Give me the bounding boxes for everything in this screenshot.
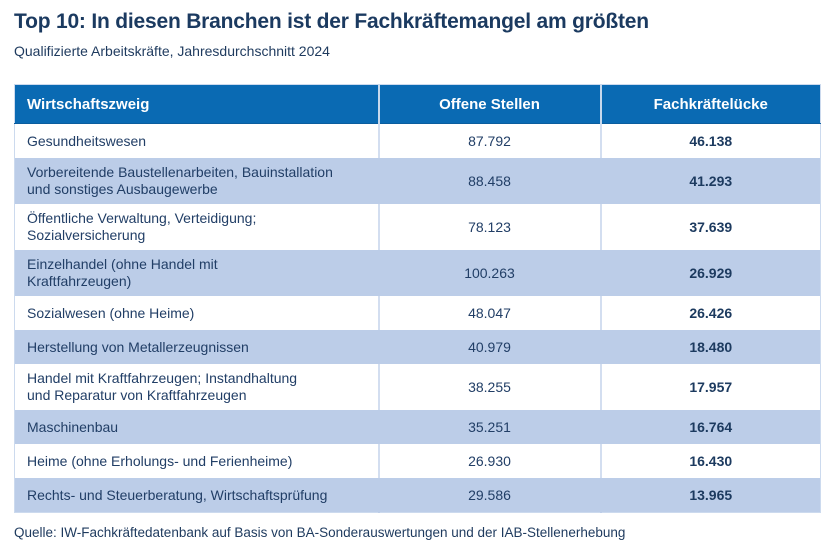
table-header: Wirtschaftszweig Offene Stellen Fachkräf… <box>14 84 821 124</box>
table-row: Maschinenbau 35.251 16.764 <box>14 410 821 444</box>
open-positions-cell: 78.123 <box>377 204 601 250</box>
table-row: Handel mit Kraftfahrzeugen; Instandhaltu… <box>14 364 821 410</box>
column-header-gap: Fachkräftelücke <box>599 84 821 124</box>
sector-cell: Handel mit Kraftfahrzeugen; Instandhaltu… <box>14 364 379 410</box>
table-body: Gesundheitswesen 87.792 46.138 Vorbereit… <box>14 123 821 513</box>
sector-cell: Rechts- und Steuerberatung, Wirtschaftsp… <box>14 478 379 513</box>
column-header-open-positions: Offene Stellen <box>377 84 601 124</box>
gap-cell: 26.929 <box>599 250 821 296</box>
shortage-table: Wirtschaftszweig Offene Stellen Fachkräf… <box>14 84 821 513</box>
table-row: Sozialwesen (ohne Heime) 48.047 26.426 <box>14 296 821 330</box>
sector-cell: Öffentliche Verwaltung, Verteidigung; So… <box>14 204 379 250</box>
open-positions-cell: 35.251 <box>377 410 601 444</box>
sector-cell: Maschinenbau <box>14 410 379 444</box>
sector-cell: Sozialwesen (ohne Heime) <box>14 296 379 330</box>
gap-cell: 37.639 <box>599 204 821 250</box>
table-row: Einzelhandel (ohne Handel mit Kraftfahrz… <box>14 250 821 296</box>
page-title: Top 10: In diesen Branchen ist der Fachk… <box>14 10 649 33</box>
open-positions-cell: 38.255 <box>377 364 601 410</box>
table-header-row: Wirtschaftszweig Offene Stellen Fachkräf… <box>14 84 821 124</box>
open-positions-cell: 100.263 <box>377 250 601 296</box>
sector-cell: Herstellung von Metallerzeugnissen <box>14 330 379 364</box>
gap-cell: 16.430 <box>599 444 821 478</box>
open-positions-cell: 87.792 <box>377 123 601 158</box>
open-positions-cell: 88.458 <box>377 158 601 204</box>
gap-cell: 16.764 <box>599 410 821 444</box>
sector-cell: Einzelhandel (ohne Handel mit Kraftfahrz… <box>14 250 379 296</box>
open-positions-cell: 48.047 <box>377 296 601 330</box>
table-row: Vorbereitende Baustellenarbeiten, Bauins… <box>14 158 821 204</box>
column-header-sector: Wirtschaftszweig <box>14 84 379 124</box>
table-row: Heime (ohne Erholungs- und Ferienheime) … <box>14 444 821 478</box>
source-note: Quelle: IW-Fachkräftedatenbank auf Basis… <box>14 525 626 540</box>
page-subtitle: Qualifizierte Arbeitskräfte, Jahresdurch… <box>14 43 330 59</box>
table-row: Herstellung von Metallerzeugnissen 40.97… <box>14 330 821 364</box>
gap-cell: 41.293 <box>599 158 821 204</box>
gap-cell: 18.480 <box>599 330 821 364</box>
gap-cell: 17.957 <box>599 364 821 410</box>
sector-cell: Vorbereitende Baustellenarbeiten, Bauins… <box>14 158 379 204</box>
gap-cell: 26.426 <box>599 296 821 330</box>
table-row: Gesundheitswesen 87.792 46.138 <box>14 123 821 158</box>
sector-cell: Heime (ohne Erholungs- und Ferienheime) <box>14 444 379 478</box>
open-positions-cell: 29.586 <box>377 478 601 513</box>
sector-cell: Gesundheitswesen <box>14 123 379 158</box>
open-positions-cell: 40.979 <box>377 330 601 364</box>
gap-cell: 46.138 <box>599 123 821 158</box>
gap-cell: 13.965 <box>599 478 821 513</box>
table-row: Rechts- und Steuerberatung, Wirtschaftsp… <box>14 478 821 513</box>
open-positions-cell: 26.930 <box>377 444 601 478</box>
table-row: Öffentliche Verwaltung, Verteidigung; So… <box>14 204 821 250</box>
